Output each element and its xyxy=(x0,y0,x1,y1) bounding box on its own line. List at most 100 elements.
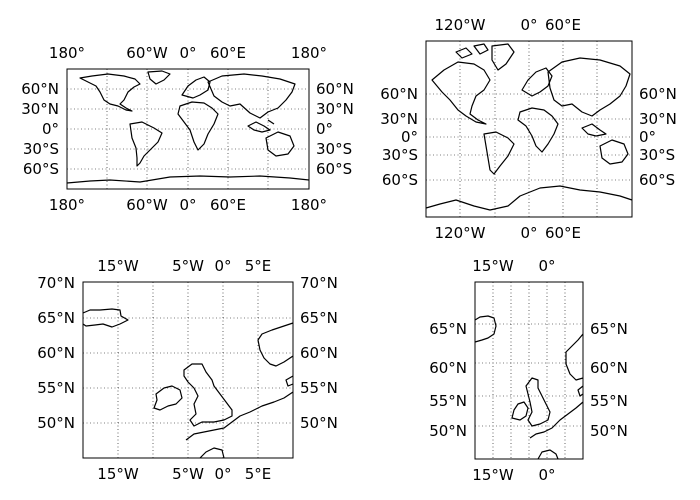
lat-label: 30°S xyxy=(382,146,418,164)
lon-labels-bottom: 120°W 0° 60°E xyxy=(435,224,582,242)
coastline-north-america xyxy=(431,61,491,125)
lon-label: 5°E xyxy=(245,257,272,275)
lon-labels-top: 15°W 5°W 0° 5°E xyxy=(97,257,271,275)
coastlines xyxy=(474,315,584,460)
coastline-iberia-north xyxy=(199,447,225,459)
map-panel-british-isles-plate-carree: 15°W 5°W 0° 5°E 15°W 5°W 0° 5°E 70°N 65°… xyxy=(37,257,338,483)
lat-label: 55°N xyxy=(300,379,338,397)
lat-label: 30°N xyxy=(21,100,59,118)
lat-label: 50°N xyxy=(300,414,338,432)
map-panel-global-mercator: 120°W 0° 60°E 120°W 0° 60°E 60°N 30°N 0°… xyxy=(380,16,677,242)
lon-labels-bottom: 15°W 5°W 0° 5°E xyxy=(97,465,271,483)
coastlines xyxy=(82,308,294,459)
lat-label: 60°N xyxy=(300,344,338,362)
coastline-antarctica xyxy=(425,185,633,211)
lat-labels-left: 60°N 30°N 0° 30°S 60°S xyxy=(21,80,59,178)
lon-label: 15°W xyxy=(97,257,139,275)
lat-label: 0° xyxy=(316,120,333,138)
coastline-maritime-se-asia xyxy=(247,119,275,133)
coastline-australia xyxy=(599,139,629,165)
lon-label: 0° xyxy=(214,257,231,275)
lon-label: 180° xyxy=(291,44,327,62)
coastline-asia xyxy=(547,57,631,117)
graticule xyxy=(475,282,583,459)
coastlines xyxy=(425,43,633,211)
lon-label: 5°W xyxy=(172,465,204,483)
lon-label: 60°E xyxy=(210,196,246,214)
coastline-continental-europe xyxy=(185,391,294,441)
lat-label: 50°N xyxy=(429,422,467,440)
lat-label: 60°N xyxy=(590,359,628,377)
coastlines xyxy=(66,70,310,184)
coastline-ireland xyxy=(153,385,183,411)
lat-label: 30°S xyxy=(316,140,352,158)
lat-label: 30°N xyxy=(639,110,677,128)
lat-label: 60°S xyxy=(382,171,418,189)
lat-label: 0° xyxy=(42,120,59,138)
lat-label: 65°N xyxy=(590,320,628,338)
lon-label: 0° xyxy=(520,224,537,242)
lat-label: 50°N xyxy=(37,414,75,432)
lon-label: 15°W xyxy=(472,257,514,275)
lat-label: 0° xyxy=(639,128,656,146)
lat-label: 55°N xyxy=(590,392,628,410)
lon-label: 5°E xyxy=(245,465,272,483)
lat-label: 60°N xyxy=(21,80,59,98)
lon-labels-top: 15°W 0° xyxy=(472,257,555,275)
lon-label: 60°E xyxy=(545,224,581,242)
lat-label: 60°S xyxy=(639,171,675,189)
lat-label: 60°N xyxy=(429,359,467,377)
lat-label: 65°N xyxy=(300,309,338,327)
map-frame xyxy=(425,40,633,218)
lon-label: 120°W xyxy=(435,16,486,34)
lon-label: 120°W xyxy=(435,224,486,242)
lat-label: 70°N xyxy=(37,274,75,292)
coastline-africa xyxy=(517,107,559,153)
graticule xyxy=(83,282,293,458)
coastline-arctic-islands xyxy=(455,43,489,59)
lat-label: 60°N xyxy=(316,80,354,98)
coastline-maritime-se-asia xyxy=(581,123,607,137)
lat-label: 60°N xyxy=(639,85,677,103)
lat-label: 0° xyxy=(401,128,418,146)
lon-label: 5°W xyxy=(172,257,204,275)
lon-labels-bottom: 180° 60°W 0° 60°E 180° xyxy=(49,196,327,214)
lat-labels-left: 70°N 65°N 60°N 55°N 50°N xyxy=(37,274,75,432)
coastline-iceland xyxy=(474,315,497,343)
lon-labels-top: 120°W 0° 60°E xyxy=(435,16,582,34)
lon-label: 180° xyxy=(49,44,85,62)
coastline-ireland xyxy=(511,401,529,421)
coastline-greenland xyxy=(491,43,515,71)
lat-label: 60°N xyxy=(380,85,418,103)
lat-label: 55°N xyxy=(429,392,467,410)
lat-label: 65°N xyxy=(37,309,75,327)
lat-label: 50°N xyxy=(590,422,628,440)
lat-label: 65°N xyxy=(429,320,467,338)
coastline-great-britain xyxy=(525,377,551,427)
coastline-asia xyxy=(207,73,296,119)
lon-label: 60°E xyxy=(210,44,246,62)
coastline-denmark xyxy=(577,385,584,397)
lat-label: 60°S xyxy=(316,160,352,178)
coastline-denmark xyxy=(285,375,294,387)
coastline-australia xyxy=(265,131,295,157)
map-frame xyxy=(66,68,310,190)
lat-labels-right: 70°N 65°N 60°N 55°N 50°N xyxy=(300,274,338,432)
coastline-iberia-north xyxy=(537,449,559,460)
lat-labels-left: 65°N 60°N 55°N 50°N xyxy=(429,320,467,440)
lon-label: 0° xyxy=(520,16,537,34)
lon-label: 0° xyxy=(179,44,196,62)
lon-labels-top: 180° 60°W 0° 60°E 180° xyxy=(49,44,327,62)
lon-label: 15°W xyxy=(472,466,514,484)
graticule xyxy=(426,41,632,217)
lat-labels-left: 60°N 30°N 0° 30°S 60°S xyxy=(380,85,418,189)
coastline-iceland xyxy=(82,308,129,328)
coastline-antarctica xyxy=(66,175,310,184)
coastline-great-britain xyxy=(183,363,233,427)
coastline-north-america xyxy=(79,73,141,112)
lon-label: 60°W xyxy=(126,196,168,214)
lat-labels-right: 60°N 30°N 0° 30°S 60°S xyxy=(316,80,354,178)
map-frame xyxy=(474,281,584,460)
coastline-africa xyxy=(177,101,219,151)
